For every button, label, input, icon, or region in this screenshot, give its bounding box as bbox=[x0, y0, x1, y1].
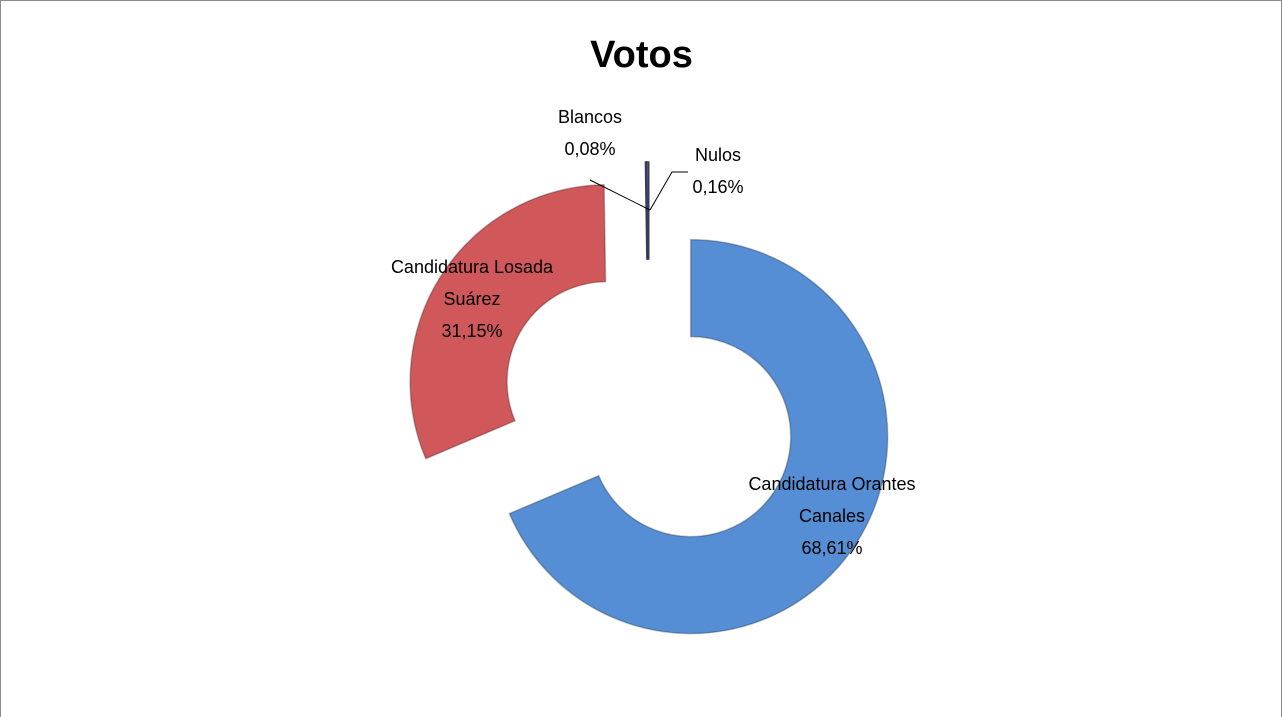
slice-value-label: 31,15% bbox=[441, 321, 503, 341]
slice-name: Candidatura Orantes Canales bbox=[748, 474, 916, 526]
donut-slice bbox=[409, 183, 607, 460]
chart-title: Votos bbox=[590, 34, 693, 76]
slice-value-label: 68,61% bbox=[801, 538, 863, 558]
slice-name: Candidatura Losada Suárez bbox=[390, 257, 554, 309]
leader-line bbox=[649, 171, 688, 211]
leader-line bbox=[589, 179, 651, 211]
donut-slice bbox=[644, 161, 649, 260]
slice-name: Nulos bbox=[694, 145, 742, 165]
donut-slice bbox=[508, 238, 889, 635]
slice-value-label: 0,08% bbox=[564, 139, 616, 159]
slice-name: Blancos bbox=[557, 107, 623, 127]
slice-value-label: 0,16% bbox=[692, 177, 744, 197]
